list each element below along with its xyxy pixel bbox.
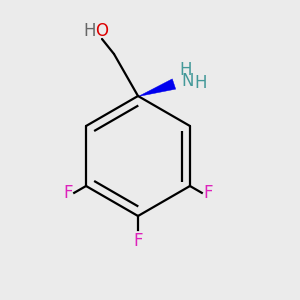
Text: F: F <box>63 184 73 202</box>
Text: H: H <box>84 22 96 40</box>
Text: H: H <box>180 61 192 79</box>
Text: F: F <box>133 232 143 250</box>
Text: O: O <box>95 22 109 40</box>
Polygon shape <box>138 79 176 97</box>
Text: N: N <box>181 72 194 90</box>
Text: H: H <box>195 74 207 92</box>
Text: F: F <box>203 184 213 202</box>
